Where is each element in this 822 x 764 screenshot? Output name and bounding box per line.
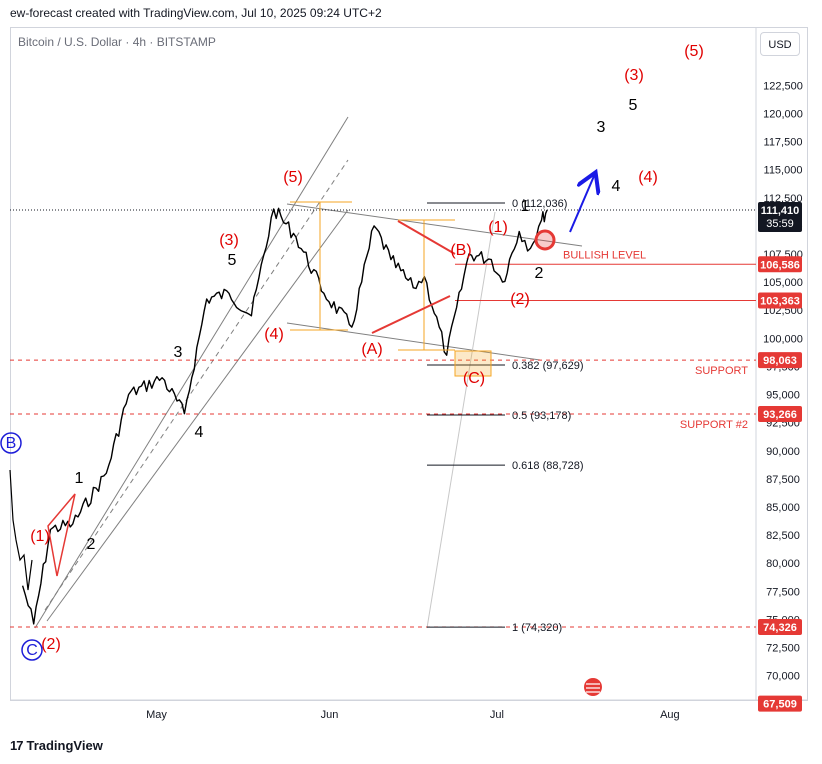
price-tag-bg bbox=[758, 202, 802, 233]
price-tag-bg bbox=[758, 256, 802, 273]
x-tick-label: May bbox=[146, 709, 167, 721]
price-tag-bg bbox=[758, 619, 802, 636]
fib-level-label: 0.5 (93,178) bbox=[512, 410, 571, 422]
y-tick-label: 105,000 bbox=[763, 277, 803, 289]
wave-label: (3) bbox=[219, 232, 239, 249]
channel-upper-line bbox=[34, 116, 349, 629]
price-tag-label: 74,326 bbox=[763, 622, 797, 634]
y-tick-label: 70,000 bbox=[766, 671, 800, 683]
wave-label: B bbox=[6, 435, 17, 452]
price-tag-bg bbox=[758, 695, 802, 712]
wave-label: (2) bbox=[41, 636, 61, 653]
tradingview-brand: 17 TradingView bbox=[10, 738, 103, 753]
chart-caption: ew-forecast created with TradingView.com… bbox=[10, 6, 382, 20]
wave-label: (4) bbox=[264, 326, 284, 343]
fib-diagonal-line bbox=[426, 211, 496, 629]
y-tick-label: 80,000 bbox=[766, 558, 800, 570]
wave-label-circle bbox=[0, 432, 22, 454]
currency-button[interactable]: USD bbox=[760, 32, 800, 56]
y-tick-label: 112,500 bbox=[764, 193, 803, 205]
fib-level-label: 0 (112,036) bbox=[512, 198, 567, 210]
fib-level-label: 0.382 (97,629) bbox=[512, 360, 584, 372]
wave-label: 1 bbox=[521, 198, 530, 215]
y-tick-label: 85,000 bbox=[766, 502, 800, 514]
wave-label: (4) bbox=[638, 169, 658, 186]
wave-label: 2 bbox=[535, 265, 544, 282]
wave-triangle bbox=[47, 493, 76, 577]
triangle-lower-line bbox=[286, 322, 541, 361]
y-tick-label: 95,000 bbox=[766, 390, 800, 402]
us-flag-stripes-icon bbox=[586, 683, 600, 693]
abc-connector-lines bbox=[371, 220, 456, 334]
price-tag-bg bbox=[758, 292, 802, 309]
target-zone-box bbox=[454, 350, 492, 377]
wave-label: C bbox=[26, 642, 38, 659]
price-series-line bbox=[21, 207, 548, 625]
channel-lower-line bbox=[46, 209, 349, 622]
y-tick-label: 72,500 bbox=[766, 643, 800, 655]
y-tick-label: 122,500 bbox=[763, 80, 803, 92]
wave-label-circle bbox=[21, 639, 43, 661]
fib-level-label: 0.618 (88,728) bbox=[512, 460, 584, 472]
wave-label: 3 bbox=[174, 344, 183, 361]
level-label: SUPPORT #2 bbox=[680, 419, 748, 431]
y-tick-label: 120,000 bbox=[763, 108, 803, 120]
wave-label: (B) bbox=[450, 242, 471, 259]
y-tick-label: 82,500 bbox=[766, 530, 800, 542]
brand-name: TradingView bbox=[26, 738, 103, 753]
wave-label: (C) bbox=[463, 370, 485, 387]
price-tag-label: 103,363 bbox=[760, 295, 800, 307]
price-tag-label: 93,266 bbox=[763, 409, 797, 421]
price-tag-label: 106,586 bbox=[760, 259, 800, 271]
price-tag-bg bbox=[758, 406, 802, 423]
price-series-stub bbox=[9, 469, 33, 591]
y-tick-label: 100,000 bbox=[763, 333, 803, 345]
wave-label: 3 bbox=[597, 119, 606, 136]
wave-label: (1) bbox=[488, 219, 508, 236]
wave-label: 4 bbox=[612, 178, 621, 195]
level-label: SUPPORT bbox=[695, 365, 748, 377]
y-tick-label: 115,000 bbox=[764, 165, 803, 177]
y-tick-label: 117,500 bbox=[764, 137, 803, 149]
channel-mid-line bbox=[44, 159, 349, 611]
wave-label: (2) bbox=[510, 291, 530, 308]
us-flag-icon bbox=[584, 678, 602, 696]
wave-label: (5) bbox=[283, 169, 303, 186]
y-tick-label: 87,500 bbox=[766, 474, 800, 486]
entry-circle bbox=[534, 229, 556, 251]
wave-label: (5) bbox=[684, 43, 704, 60]
wave-label: (3) bbox=[624, 67, 644, 84]
y-tick-label: 77,500 bbox=[766, 586, 800, 598]
y-tick-label: 90,000 bbox=[766, 446, 800, 458]
wave-label: (1) bbox=[30, 528, 50, 545]
x-tick-label: Aug bbox=[660, 709, 680, 721]
price-tag-label: 111,410 bbox=[761, 205, 800, 217]
price-tag-label: 67,509 bbox=[763, 699, 797, 711]
price-tag-sub: 35:59 bbox=[766, 218, 794, 230]
price-tag-label: 98,063 bbox=[763, 355, 797, 367]
wave-label: 5 bbox=[228, 252, 237, 269]
x-tick-label: Jul bbox=[490, 709, 504, 721]
triangle-upper-line bbox=[286, 203, 583, 247]
wave-label: 2 bbox=[87, 536, 96, 553]
tradingview-logo-icon: 17 bbox=[10, 738, 24, 753]
wave-label: 5 bbox=[629, 97, 638, 114]
wave-label: 1 bbox=[75, 470, 84, 487]
fib-level-label: 1 (74,320) bbox=[512, 622, 562, 634]
bullish-arrow bbox=[569, 176, 594, 233]
symbol-title: Bitcoin / U.S. Dollar · 4h · BITSTAMP bbox=[18, 35, 216, 49]
price-tag-bg bbox=[758, 352, 802, 369]
wave-label: 4 bbox=[195, 424, 204, 441]
level-label: BULLISH LEVEL bbox=[563, 249, 646, 261]
x-tick-label: Jun bbox=[321, 709, 339, 721]
wave-label: (A) bbox=[361, 341, 382, 358]
